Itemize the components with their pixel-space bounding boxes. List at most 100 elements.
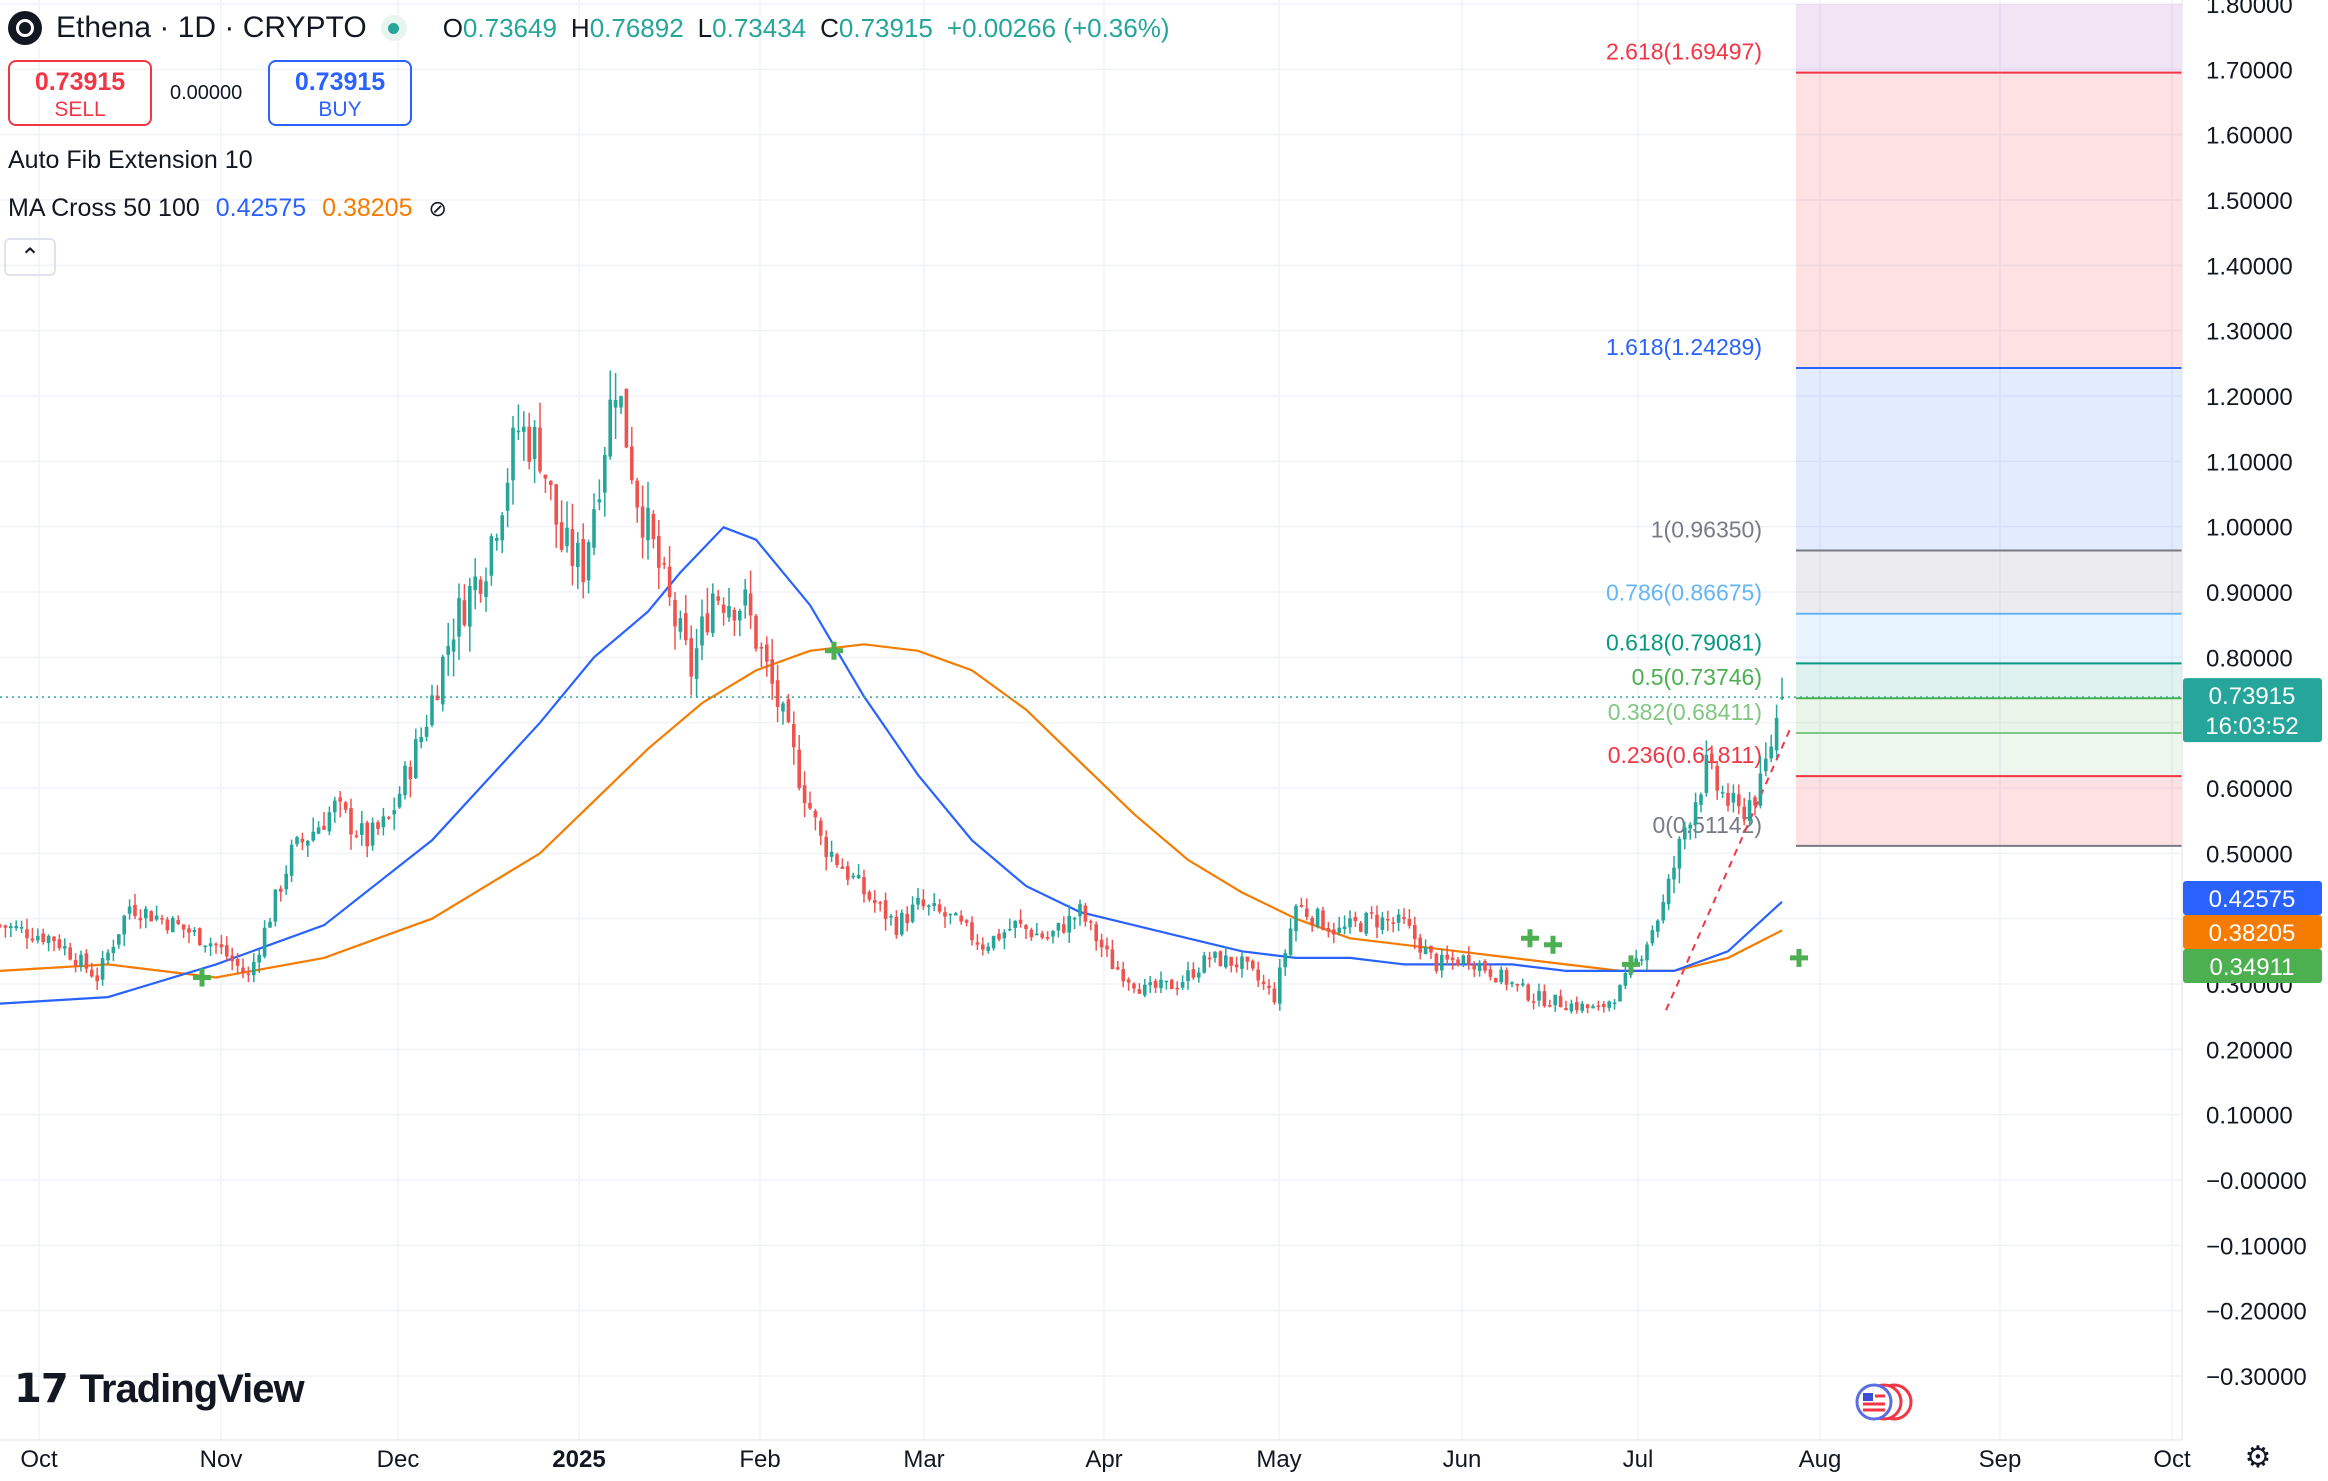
- candle-body: [1656, 920, 1660, 932]
- market-open-icon: [380, 15, 407, 41]
- candle-body: [1299, 904, 1304, 907]
- candle-body: [840, 866, 845, 869]
- candle-body: [106, 952, 110, 961]
- candle-body: [1769, 746, 1773, 759]
- candle-body: [527, 426, 531, 462]
- price-tick-label: 0.60000: [2206, 776, 2293, 803]
- candle-body: [36, 935, 40, 941]
- candle-body: [133, 904, 137, 916]
- candle-body: [1153, 980, 1158, 988]
- candle-body: [538, 427, 542, 472]
- chevron-up-icon: ⌃: [19, 244, 41, 271]
- candle-body: [1720, 792, 1725, 794]
- buy-button[interactable]: 0.73915 BUY: [268, 60, 412, 126]
- candle-body: [1391, 922, 1395, 924]
- candle-body: [1251, 960, 1255, 969]
- candle-body: [516, 430, 521, 433]
- candle-body: [873, 900, 877, 904]
- time-tick-label: Feb: [739, 1446, 780, 1473]
- candle-body: [376, 822, 380, 829]
- settings-gear-icon[interactable]: ⚙: [2244, 1441, 2272, 1474]
- candle-body: [117, 934, 121, 945]
- candle-body: [306, 840, 310, 846]
- symbol-title[interactable]: Ethena · 1D · CRYPTO: [56, 11, 367, 44]
- candle-body: [1774, 717, 1779, 751]
- candle-body: [1213, 951, 1217, 958]
- candle-body: [90, 969, 94, 977]
- candle-body: [500, 515, 504, 541]
- candle-body: [1672, 867, 1676, 880]
- collapse-legend-button[interactable]: ⌃: [4, 238, 56, 276]
- candle-body: [1504, 970, 1509, 985]
- price-tick-label: 1.70000: [2206, 57, 2293, 84]
- candle-body: [954, 913, 958, 916]
- candle-body: [1542, 991, 1547, 1007]
- candle-body: [1699, 794, 1703, 805]
- visibility-toggle-icon[interactable]: ⊘: [428, 195, 447, 221]
- candle-body: [1515, 983, 1520, 986]
- fib-level-label: 0.786(0.86675): [1606, 580, 1762, 606]
- candle-body: [667, 566, 672, 598]
- candle-body: [981, 944, 985, 950]
- candle-body: [0, 924, 2, 927]
- candle-body: [916, 897, 920, 905]
- candle-body: [279, 888, 283, 892]
- candle-body: [1002, 932, 1007, 939]
- time-axis[interactable]: Oct Nov Dec 2025 Feb Mar Apr May Jun Jul Aug Sep Oct: [0, 1439, 2191, 1473]
- candle-body: [1521, 983, 1525, 986]
- ma-slow-value: 0.38205: [322, 194, 413, 222]
- close-value: 0.73915: [838, 12, 933, 43]
- candle-body: [1596, 1005, 1601, 1007]
- candle-body: [235, 959, 240, 966]
- candle-body: [694, 648, 699, 679]
- fib-low-badge-text: 0.34911: [2210, 954, 2295, 981]
- time-tick-label: Mar: [903, 1446, 944, 1473]
- candle-body: [1445, 954, 1449, 960]
- candle-body: [1380, 917, 1385, 930]
- candle-body: [392, 810, 396, 815]
- candle-body: [1359, 923, 1363, 932]
- candle-body: [856, 874, 861, 879]
- candle-body: [1461, 955, 1466, 965]
- candle-body: [635, 480, 639, 508]
- candle-body: [403, 765, 407, 796]
- candle-body: [322, 825, 326, 830]
- high-value: 0.76892: [589, 12, 684, 43]
- candle-body: [1267, 985, 1271, 989]
- time-tick-label: Oct: [20, 1446, 58, 1473]
- candle-body: [1558, 995, 1563, 1008]
- candle-body: [1494, 977, 1498, 983]
- candle-body: [1218, 951, 1223, 967]
- candle-body: [1423, 946, 1428, 955]
- candle-body: [997, 933, 1001, 940]
- candle-body: [792, 724, 796, 748]
- candle-body: [1715, 765, 1719, 791]
- ma-fast-badge: [2183, 881, 2322, 915]
- candle-body: [111, 946, 116, 954]
- candle-body: [1531, 1001, 1536, 1003]
- candle-body: [1056, 922, 1061, 931]
- ma-cross-legend[interactable]: MA Cross 50 100 0.42575 0.38205 ⊘: [8, 194, 447, 223]
- fib-indicator-legend[interactable]: Auto Fib Extension 10: [8, 146, 253, 174]
- us-flag-events-icon[interactable]: [1848, 1382, 1918, 1422]
- sell-button[interactable]: 0.73915 SELL: [8, 60, 152, 126]
- candle-body: [365, 822, 369, 847]
- candle-body: [1326, 927, 1331, 932]
- sell-label: SELL: [54, 98, 106, 121]
- candle-body: [1310, 917, 1314, 926]
- fib-level-label: 1.618(1.24289): [1606, 334, 1762, 360]
- candle-body: [333, 800, 337, 813]
- candle-body: [1305, 908, 1309, 918]
- candle-body: [1207, 957, 1212, 960]
- candle-body: [63, 946, 67, 949]
- candle-body: [1650, 930, 1655, 944]
- candle-body: [640, 506, 645, 538]
- candle-body: [1510, 982, 1514, 985]
- candle-body: [721, 604, 726, 613]
- candle-body: [770, 659, 774, 684]
- candle-body: [1737, 794, 1741, 807]
- candle-body: [127, 906, 132, 914]
- candle-body: [1078, 904, 1082, 917]
- price-axis[interactable]: 1.80000 1.70000 1.60000 1.50000 1.40000 1.300…: [2181, 0, 2322, 1440]
